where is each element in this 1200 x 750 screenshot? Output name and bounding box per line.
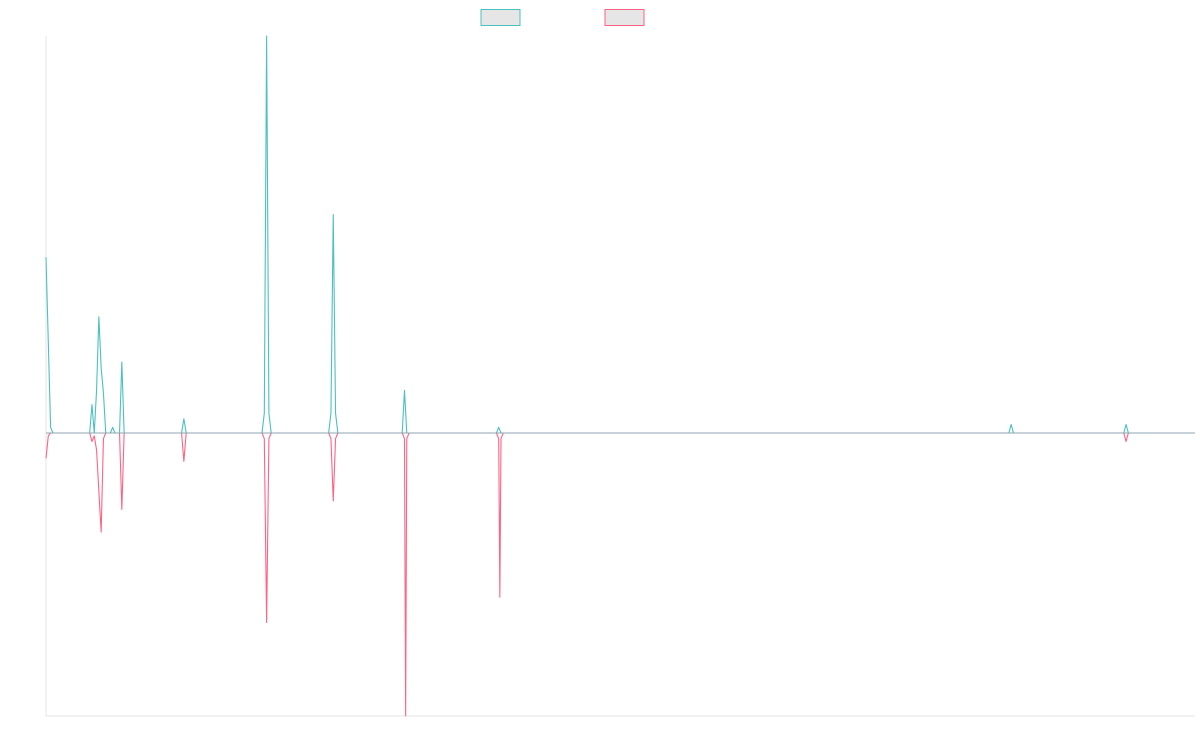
legend [480,9,645,26]
series-group [45,35,1195,717]
series-line-1 [45,35,1195,434]
legend-swatch-2[interactable] [604,9,645,26]
axes [45,36,1195,717]
series-line-2 [45,432,1195,717]
legend-swatch-1[interactable] [480,9,521,26]
